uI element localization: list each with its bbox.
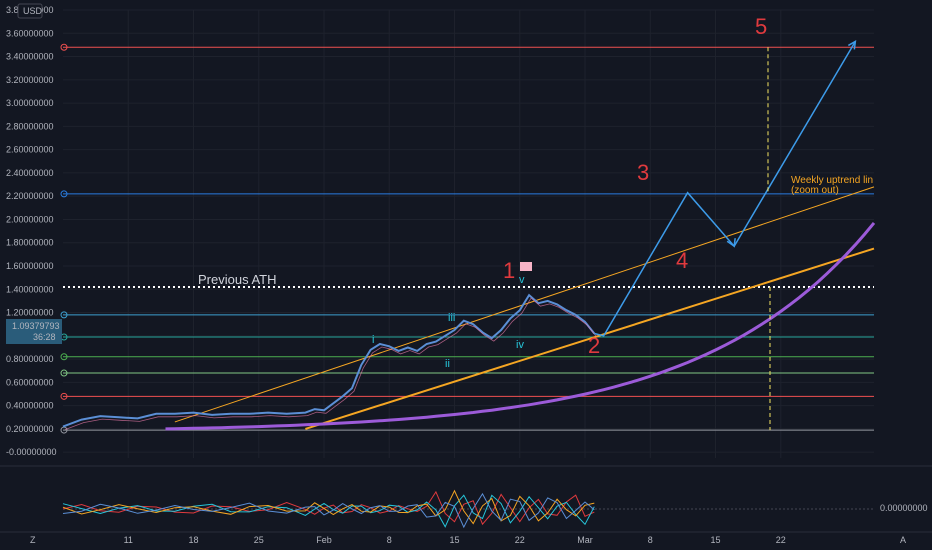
x-tick-label[interactable]: 15 [711,535,721,545]
weekly-note-line1: Weekly uptrend lin [791,175,873,186]
y-tick-label[interactable]: 2.40000000 [6,168,54,178]
oscillator-value: 0.00000000 [880,503,928,513]
oscillator-series-2 [62,489,595,525]
trendline-orange-thick[interactable] [305,247,875,430]
wave-label-5: 5 [755,14,767,39]
y-tick-label[interactable]: 1.60000000 [6,261,54,271]
wave-label-2: 2 [588,333,600,358]
x-tick-label[interactable]: 22 [515,535,525,545]
purple-curve-path [165,221,876,431]
projection-path[interactable] [594,40,857,431]
sub-wave-i: i [372,334,374,346]
level-handle-5[interactable] [60,369,68,377]
y-tick-label[interactable]: 2.60000000 [6,145,54,155]
oscillator-series-3 [62,492,595,529]
x-tick-label[interactable]: Feb [316,535,332,545]
projection-arrowhead-4 [726,238,736,248]
y-tick-label[interactable]: 1.80000000 [6,238,54,248]
sub-wave-v: v [519,274,525,286]
bottom-right-label[interactable]: A [900,535,906,545]
y-tick-label[interactable]: 0.20000000 [6,424,54,434]
x-tick-label[interactable]: 15 [450,535,460,545]
wave-label-4: 4 [676,248,688,273]
y-tick-label[interactable]: 2.80000000 [6,121,54,131]
y-tick-label[interactable]: 3.00000000 [6,98,54,108]
x-tick-label[interactable]: 22 [776,535,786,545]
y-tick-label[interactable]: 0.60000000 [6,377,54,387]
purple-curve [165,221,876,431]
sub-wave-iii: iii [448,312,455,324]
price-overlay-line [64,297,597,430]
projection-arrowhead [847,40,857,50]
level-handle-2[interactable] [60,311,68,319]
bottom-left-label[interactable]: Z [30,535,36,545]
previous-ath-label: Previous ATH [198,272,277,287]
y-tick-label[interactable]: 3.20000000 [6,75,54,85]
level-handle-1[interactable] [60,190,68,198]
grid-lines [63,9,874,458]
x-tick-label[interactable]: 8 [648,535,653,545]
sub-wave-ii: ii [445,358,450,370]
wave-label-1: 1 [503,258,515,283]
wave-label-3: 3 [637,160,649,185]
last-price-tag [6,319,62,344]
x-tick-label[interactable]: 11 [124,535,133,545]
y-tick-label[interactable]: 0.40000000 [6,401,54,411]
y-tick-label[interactable]: 1.40000000 [6,284,54,294]
horizontal-levels[interactable] [60,43,874,434]
y-tick-label[interactable]: 3.40000000 [6,52,54,62]
x-tick-label[interactable]: 25 [254,535,264,545]
y-tick-label[interactable]: 0.80000000 [6,354,54,364]
projection-line[interactable] [594,41,857,337]
currency-badge[interactable] [17,3,43,19]
y-tick-label[interactable]: 2.00000000 [6,214,54,224]
price-line [62,293,596,428]
flag-icon [520,262,532,271]
x-tick-label[interactable]: 18 [188,535,198,545]
y-tick-label[interactable]: 3.60000000 [6,28,54,38]
x-tick-label[interactable]: 8 [387,535,392,545]
y-tick-label[interactable]: -0.00000000 [6,447,57,457]
oscillator-series-1 [62,494,595,528]
level-handle-0[interactable] [60,43,68,51]
last-price-value: 1.09379793 [12,321,60,331]
y-tick-label[interactable]: 2.20000000 [6,191,54,201]
x-axis[interactable]: 11 18 25 Feb 8 15 22 Mar 8 15 22 [0,531,932,545]
currency-label: USD [23,6,43,16]
weekly-note-line2: (zoom out) [791,185,839,196]
sub-wave-iv: iv [516,339,524,351]
countdown-value: 36:28 [33,332,56,342]
y-tick-label[interactable]: 1.20000000 [6,308,54,318]
price-series [62,293,597,430]
x-tick-label[interactable]: Mar [577,535,593,545]
level-handle-6[interactable] [60,392,68,400]
level-handle-4[interactable] [60,353,68,361]
oscillator-pane [0,465,932,529]
